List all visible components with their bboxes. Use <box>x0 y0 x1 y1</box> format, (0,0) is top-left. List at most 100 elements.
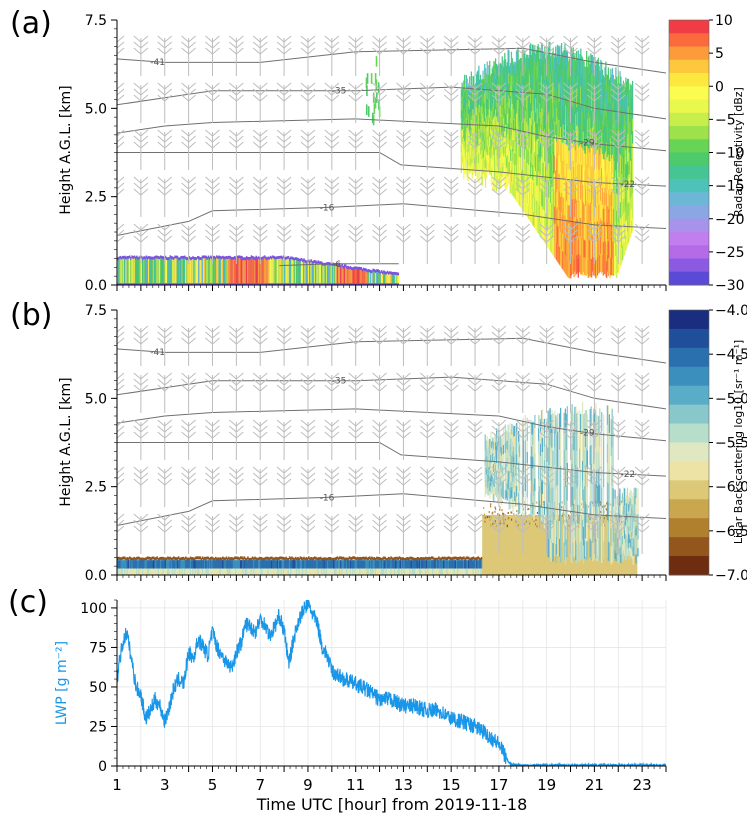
radar-cell <box>470 159 472 168</box>
radar-cell <box>499 74 501 86</box>
lidar-column <box>447 556 450 560</box>
radar-cell <box>601 86 604 104</box>
wind-barb-flag <box>379 82 387 90</box>
radar-cell <box>573 166 575 186</box>
wind-barb-flag <box>594 235 602 243</box>
radar-cell <box>464 110 467 119</box>
wind-barb-flag <box>594 47 602 55</box>
radar-cell <box>479 160 481 170</box>
radar-cell <box>528 96 530 111</box>
radar-cell <box>542 146 544 163</box>
radar-cell <box>537 138 539 155</box>
wind-barb-flag <box>617 223 626 231</box>
wind-barb-flag <box>331 176 340 184</box>
radar-cell <box>485 142 488 153</box>
radar-cell <box>525 148 528 163</box>
radar-cell <box>606 108 608 126</box>
radar-column <box>229 258 231 284</box>
radar-cell <box>492 117 494 129</box>
lidar-column <box>383 568 385 575</box>
radar-cell <box>538 202 540 219</box>
lidar-column <box>359 556 361 560</box>
radar-cell <box>531 164 533 180</box>
lidar-column <box>282 568 285 575</box>
wind-barb-flag <box>307 188 316 196</box>
lidar-column <box>133 568 136 575</box>
lidar-column <box>126 560 129 569</box>
radar-cell <box>585 153 587 172</box>
lidar-column <box>459 568 462 575</box>
radar-cell <box>553 90 555 108</box>
radar-cell <box>482 104 484 114</box>
lidar-column <box>391 568 394 575</box>
radar-cell <box>623 97 625 113</box>
isotherm-line <box>117 203 666 236</box>
radar-cell <box>512 117 514 129</box>
wind-barb-flag <box>641 47 650 55</box>
radar-cell <box>604 221 606 240</box>
radar-cell <box>525 97 527 111</box>
wind-barb-flag <box>140 135 149 143</box>
radar-cell <box>466 168 468 177</box>
radar-column <box>177 260 180 284</box>
radar-cell <box>530 124 533 140</box>
radar-cell <box>487 98 489 108</box>
radar-cell <box>629 122 631 136</box>
radar-cell <box>469 136 472 144</box>
radar-cell <box>500 144 503 156</box>
lidar-column <box>402 568 404 575</box>
radar-cell <box>519 156 521 170</box>
radar-cell <box>556 207 559 226</box>
radar-cell <box>481 149 483 159</box>
radar-cell <box>510 146 513 159</box>
radar-cell <box>483 102 485 111</box>
wind-barb-flag <box>641 94 650 102</box>
radar-cell <box>477 87 479 97</box>
wind-barb-flag <box>259 135 268 143</box>
radar-cell <box>549 145 551 164</box>
radar-cell <box>588 147 590 167</box>
radar-cell <box>510 98 513 112</box>
lidar-column <box>341 568 343 575</box>
radar-cell <box>477 162 479 172</box>
radar-cell <box>623 226 625 242</box>
radar-cell <box>628 152 630 166</box>
radar-cell <box>623 126 625 141</box>
radar-cell <box>623 111 625 127</box>
lidar-column <box>190 560 193 569</box>
radar-cell <box>612 108 615 126</box>
radar-cell <box>620 139 622 156</box>
radar-cell <box>464 91 466 100</box>
wind-barb-flag <box>403 235 411 243</box>
radar-column <box>346 269 348 284</box>
lidar-column <box>330 568 333 575</box>
radar-cell <box>534 212 536 229</box>
radar-cell <box>626 134 629 149</box>
radar-cell <box>576 162 578 182</box>
radar-cell <box>479 98 482 107</box>
radar-cell <box>491 119 493 129</box>
lidar-column <box>170 557 173 561</box>
lidar-column <box>261 560 264 569</box>
radar-cell <box>627 188 630 203</box>
radar-column <box>367 271 370 284</box>
lidar-column <box>214 556 217 560</box>
wind-barb-flag <box>133 47 142 55</box>
radar-cell <box>598 221 600 239</box>
wind-barb-flag <box>515 182 524 190</box>
wind-barb-flag <box>205 135 213 143</box>
wind-barb-flag <box>641 129 650 137</box>
colorbar-tick-label: −30 <box>715 278 745 294</box>
lidar-column <box>199 556 201 560</box>
lidar-column <box>269 568 272 575</box>
colorbar-swatch <box>669 112 709 127</box>
radar-cell <box>613 95 615 112</box>
lidar-column <box>324 560 327 569</box>
lidar-column <box>256 557 259 561</box>
lidar-column <box>383 560 385 569</box>
radar-cell <box>478 85 480 96</box>
wind-barb-flag <box>379 229 387 237</box>
radar-cell <box>555 117 557 136</box>
radar-cell <box>485 168 488 179</box>
radar-cell <box>601 69 604 87</box>
